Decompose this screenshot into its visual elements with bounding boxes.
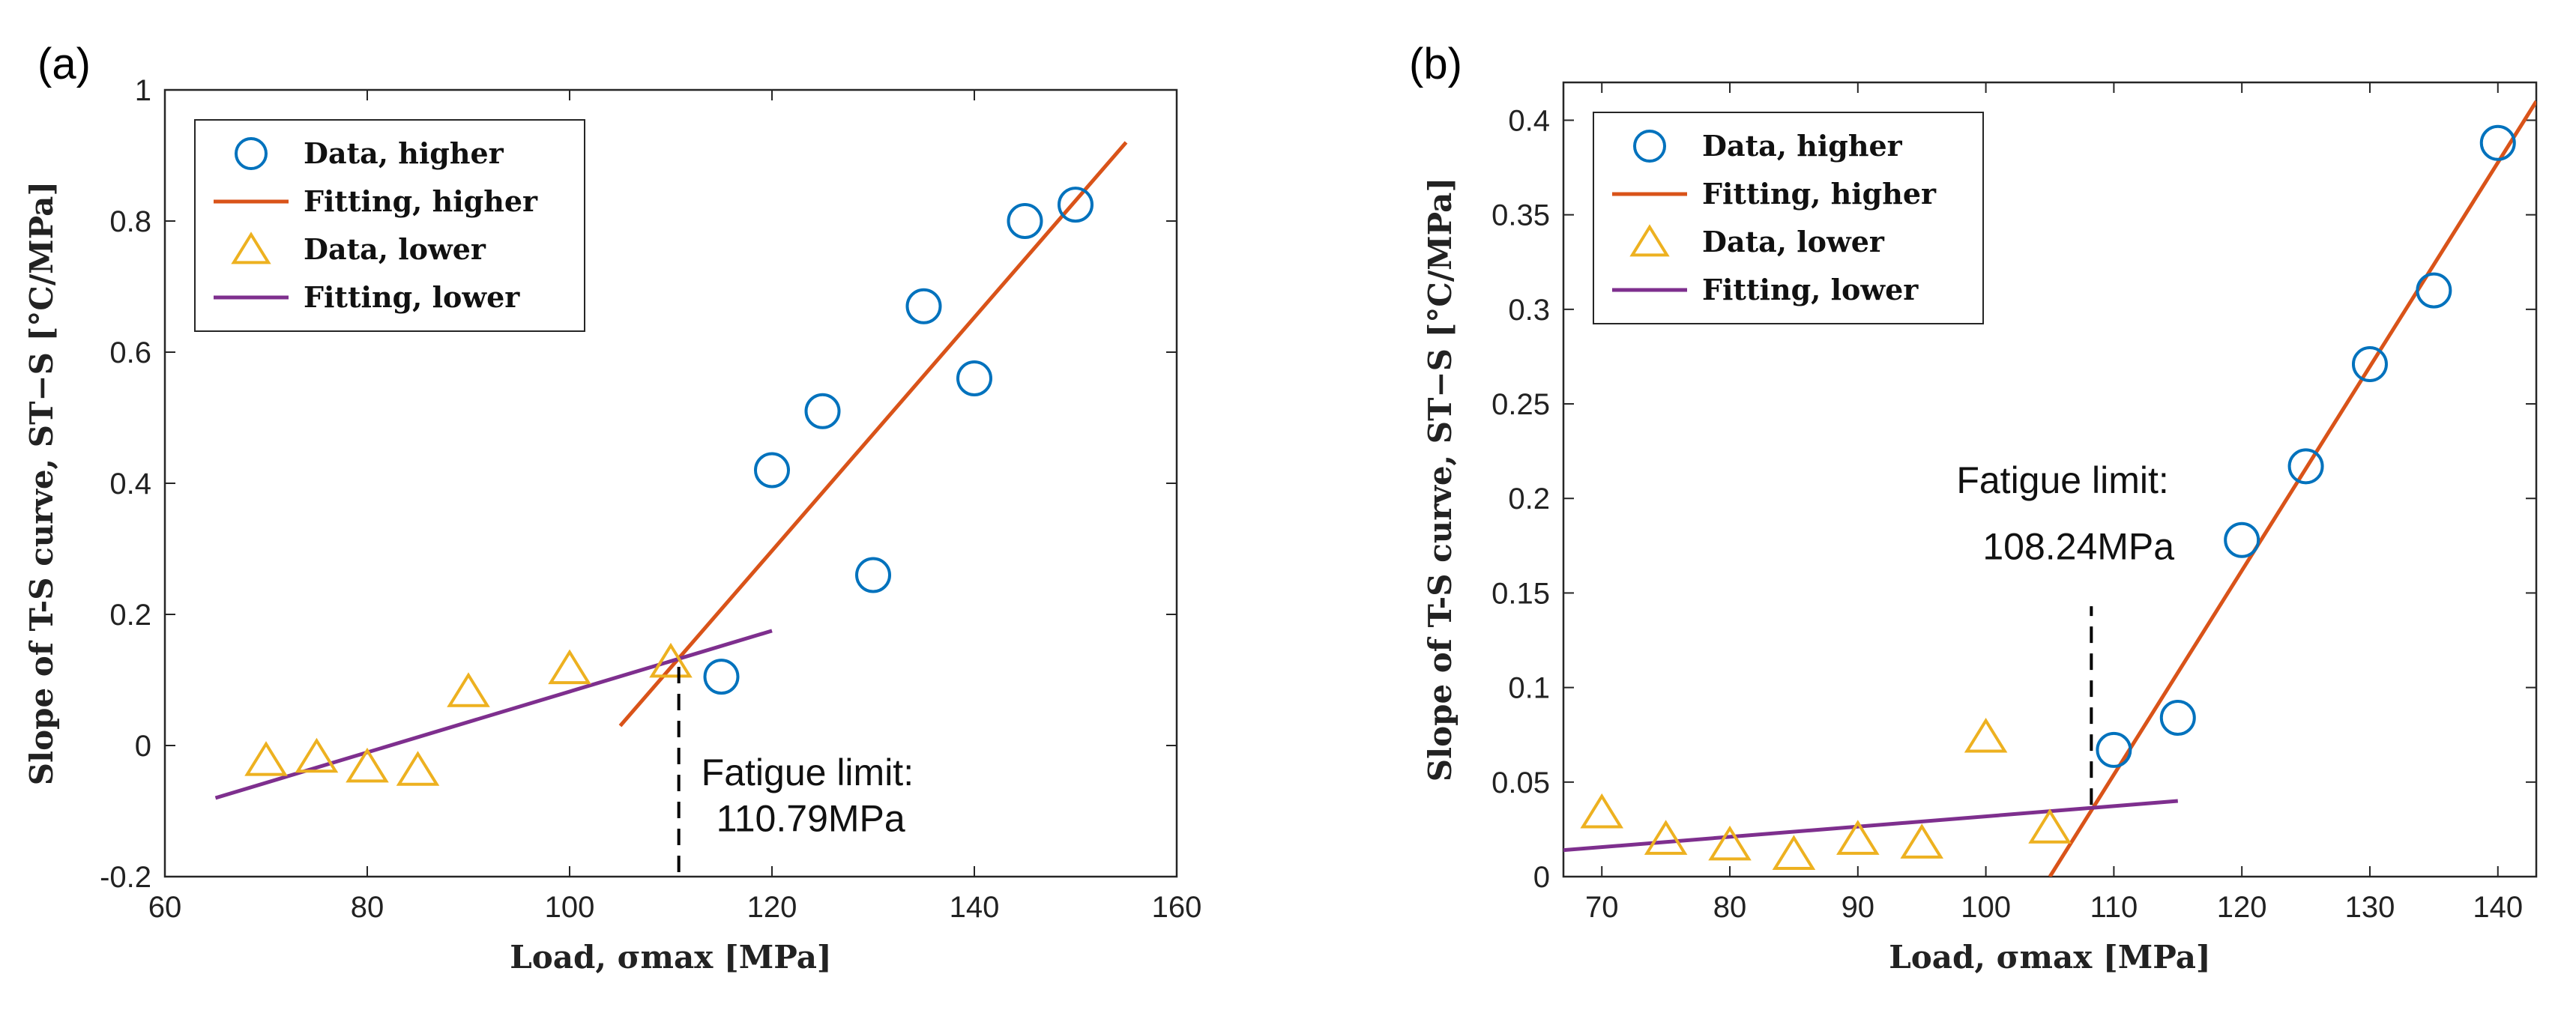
legend-swatch-data-lower <box>231 232 271 264</box>
x-tick-label: 130 <box>2345 891 2395 924</box>
data-point-higher <box>2479 124 2516 161</box>
data-point-higher <box>905 288 942 324</box>
legend-entry: Data, lower <box>1702 225 1885 258</box>
x-tick-label: 160 <box>1152 891 1202 924</box>
y-tick-label: -0.2 <box>100 861 151 894</box>
y-tick-label: 0.3 <box>1508 294 1550 327</box>
fit-line-lower <box>1563 799 2178 853</box>
data-point-higher <box>2224 521 2260 558</box>
data-point-lower <box>1580 793 1624 829</box>
legend-entry: Fitting, lower <box>304 280 520 314</box>
y-tick-label: 0.2 <box>109 599 151 632</box>
fit-line-higher <box>618 141 1128 728</box>
data-point-higher <box>1007 203 1043 239</box>
x-tick-label: 140 <box>2473 891 2523 924</box>
legend-entry: Data, higher <box>1702 129 1903 163</box>
data-point-higher <box>2096 731 2132 768</box>
data-point-higher <box>956 360 992 396</box>
legend-swatch-data-higher <box>1633 130 1666 163</box>
data-point-lower <box>295 737 339 773</box>
data-point-lower <box>649 642 693 678</box>
y-tick-label: 0.05 <box>1491 766 1550 799</box>
chart-panel-b: (b) 70 80 90 100 110 120 130 140 0 0.05 0.1 0.15 0.2 0… <box>1409 40 2538 976</box>
legend-entry: Data, lower <box>304 232 486 266</box>
data-point-higher <box>855 557 891 593</box>
data-point-higher <box>2159 700 2196 736</box>
fatigue-limit-value: 110.79MPa <box>717 797 905 839</box>
legend: Data, higher Fitting, higher Data, lower Fi… <box>1593 112 1984 324</box>
data-point-lower <box>1644 820 1688 855</box>
legend-entry: Fitting, higher <box>1702 177 1937 211</box>
x-axis-title: Load, σmax [MPa] <box>510 939 832 976</box>
data-point-higher <box>1058 187 1094 223</box>
data-point-higher <box>804 393 841 429</box>
y-tick-label: 0.4 <box>1508 104 1550 137</box>
y-tick-label: 0.8 <box>109 205 151 238</box>
y-tick-label: 0.35 <box>1491 199 1550 232</box>
legend-entry: Fitting, higher <box>304 184 538 218</box>
fatigue-limit-value: 108.24MPa <box>1982 525 2174 567</box>
data-point-lower <box>1772 835 1816 871</box>
chart-panel-a: (a) 60 80 100 120 140 160 -0.2 0 0.2 0.4 0.6 0.8 1 Loa… <box>23 40 1201 976</box>
x-tick-label: 140 <box>950 891 1000 924</box>
x-tick-label: 80 <box>351 891 384 924</box>
fatigue-limit-label: Fatigue limit: <box>1956 459 2168 501</box>
legend-entry: Fitting, lower <box>1702 273 1919 306</box>
data-point-lower <box>1708 825 1752 861</box>
x-tick-label: 100 <box>1961 891 2011 924</box>
data-point-lower <box>1900 823 1943 859</box>
y-tick-label: 0.2 <box>1508 483 1550 515</box>
data-point-higher <box>2351 346 2388 383</box>
x-tick-label: 100 <box>545 891 595 924</box>
y-tick-label: 0.25 <box>1491 388 1550 421</box>
data-point-higher <box>2416 272 2452 309</box>
x-tick-label: 60 <box>148 891 182 924</box>
x-tick-label: 90 <box>1841 891 1875 924</box>
plot-area <box>214 141 1128 877</box>
data-point-lower <box>396 751 440 786</box>
data-point-lower <box>548 649 591 685</box>
y-axis-title: Slope of T-S curve, ST−S [°C/MPa] <box>23 181 60 785</box>
fatigue-limit-label: Fatigue limit: <box>702 752 914 793</box>
data-point-lower <box>1836 820 1880 855</box>
y-tick-label: 1 <box>135 74 151 107</box>
x-tick-label: 120 <box>2217 891 2267 924</box>
x-tick-label: 110 <box>2090 891 2138 924</box>
y-tick-label: 0.15 <box>1491 577 1550 610</box>
panel-label: (a) <box>37 40 91 88</box>
legend-swatch-data-higher <box>235 137 268 170</box>
data-point-higher <box>703 659 740 695</box>
data-point-lower <box>346 747 389 783</box>
y-tick-label: 0.1 <box>1508 672 1550 705</box>
y-tick-label: 0 <box>135 730 151 763</box>
plot-area <box>1563 100 2536 877</box>
data-point-lower <box>244 741 288 776</box>
data-point-lower <box>447 672 490 707</box>
fit-line-lower <box>214 629 773 800</box>
x-tick-label: 120 <box>747 891 797 924</box>
panel-label: (b) <box>1409 40 1462 88</box>
data-point-lower <box>2028 808 2072 844</box>
legend-entry: Data, higher <box>304 136 504 170</box>
data-point-higher <box>2287 448 2324 485</box>
y-tick-label: 0 <box>1533 861 1550 894</box>
x-axis-title: Load, σmax [MPa] <box>1889 939 2211 976</box>
data-point-higher <box>754 452 790 489</box>
y-tick-label: 0.4 <box>109 468 151 501</box>
x-tick-label: 70 <box>1585 891 1619 924</box>
y-axis-title: Slope of T-S curve, ST−S [°C/MPa] <box>1422 178 1459 781</box>
legend-swatch-data-lower <box>1629 224 1670 257</box>
x-tick-label: 80 <box>1713 891 1747 924</box>
legend: Data, higher Fitting, higher Data, lower Fi… <box>194 119 585 332</box>
y-tick-label: 0.6 <box>109 336 151 369</box>
data-point-lower <box>1964 717 2008 753</box>
